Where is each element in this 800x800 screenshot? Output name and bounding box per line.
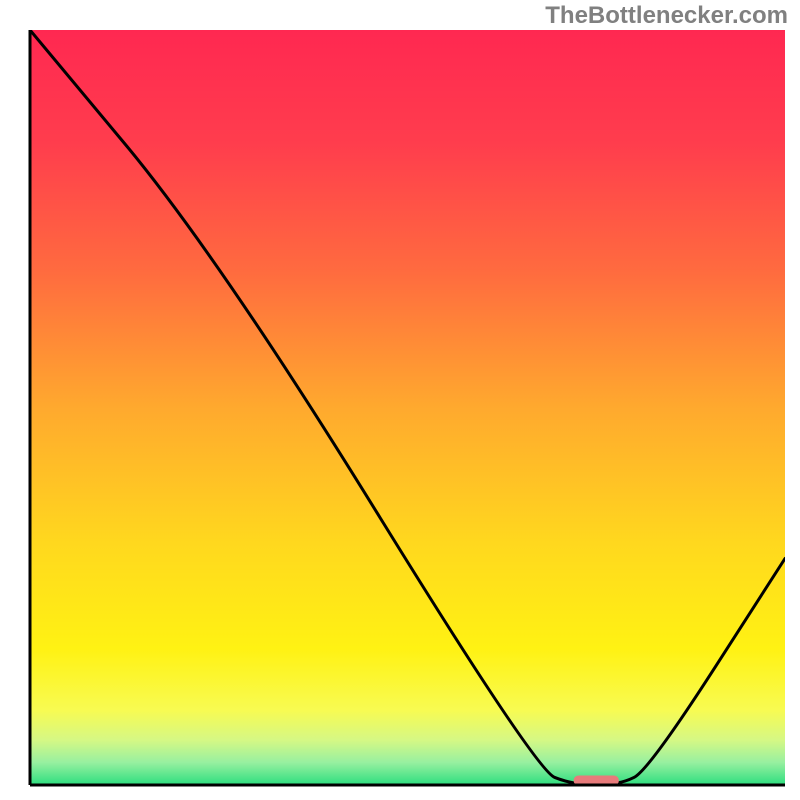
watermark-text: TheBottlenecker.com — [545, 2, 788, 30]
chart-container: TheBottlenecker.com — [0, 0, 800, 800]
gradient-background — [30, 30, 785, 785]
bottleneck-chart — [0, 0, 800, 800]
